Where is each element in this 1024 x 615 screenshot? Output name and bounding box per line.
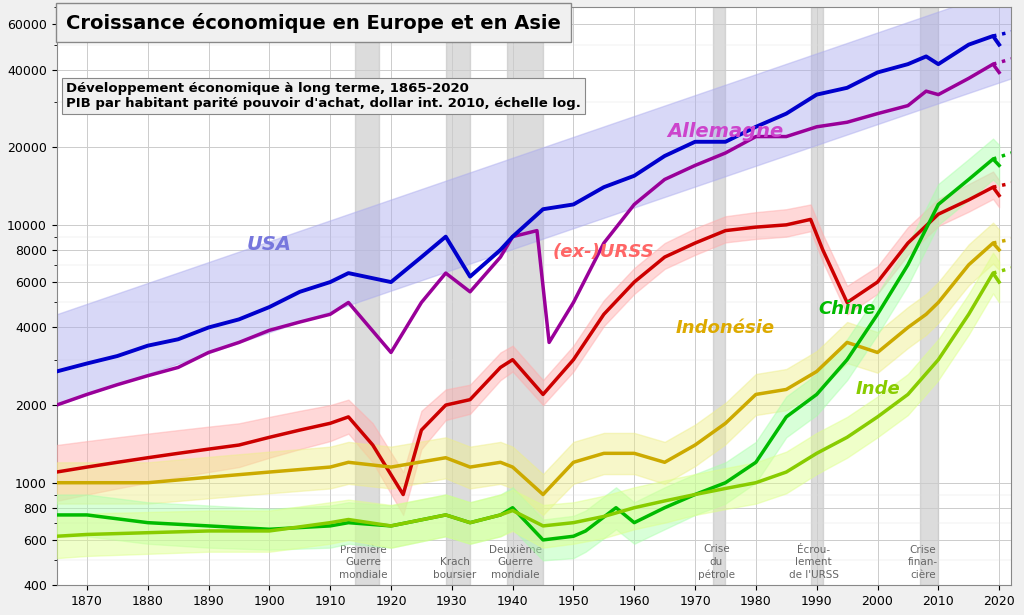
Text: Écrou-
lement
de l'URSS: Écrou- lement de l'URSS: [788, 545, 839, 580]
Bar: [445, 7, 470, 585]
Text: Développement économique à long terme, 1865-2020
PIB par habitant parité pouvoir: Développement économique à long terme, 1…: [67, 82, 581, 110]
Text: Crise
du
pétrole: Crise du pétrole: [697, 544, 735, 580]
Text: (ex-)URSS: (ex-)URSS: [553, 243, 654, 261]
Bar: [714, 7, 725, 585]
Text: Première
Guerre
mondiale: Première Guerre mondiale: [339, 545, 388, 580]
Text: Deuxième
Guerre
mondiale: Deuxième Guerre mondiale: [489, 545, 542, 580]
Bar: [811, 7, 822, 585]
Text: Crise
finan-
cière: Crise finan- cière: [908, 545, 938, 580]
Text: Indonésie: Indonésie: [676, 319, 775, 337]
Text: USA: USA: [247, 235, 292, 254]
Bar: [507, 7, 543, 585]
Text: Allemagne: Allemagne: [668, 122, 783, 141]
Text: Croissance économique en Europe et en Asie: Croissance économique en Europe et en As…: [67, 13, 561, 33]
Text: Krach
boursier: Krach boursier: [433, 557, 476, 580]
Text: Chine: Chine: [818, 300, 876, 319]
Text: Inde: Inde: [855, 381, 900, 399]
Bar: [354, 7, 379, 585]
Bar: [921, 7, 938, 585]
